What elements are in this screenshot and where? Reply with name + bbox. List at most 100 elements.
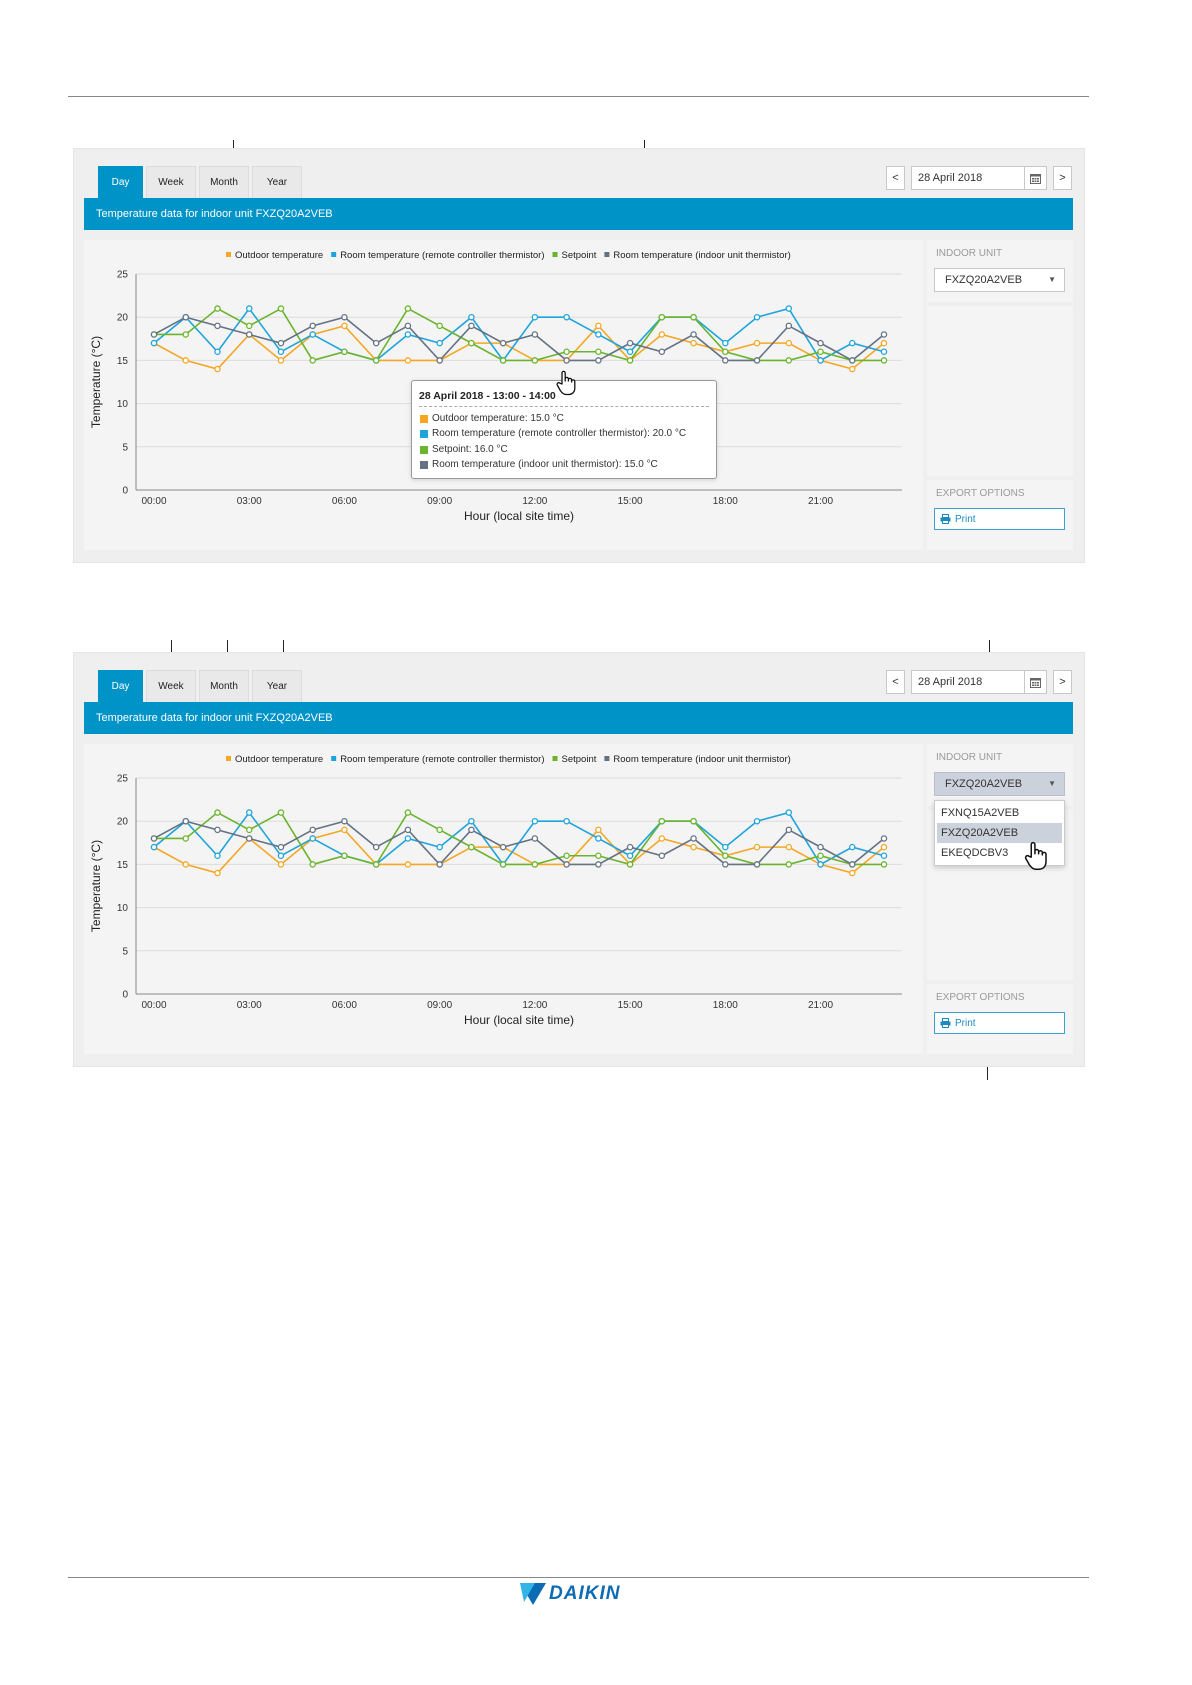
tab-year[interactable]: Year (252, 670, 302, 702)
legend-swatch (552, 252, 558, 257)
data-point (245, 331, 253, 338)
data-point (595, 331, 602, 338)
previous-date-button[interactable]: < (886, 166, 905, 190)
data-point (722, 861, 729, 868)
x-tick-label: 03:00 (237, 1000, 262, 1011)
data-point (277, 843, 285, 851)
data-point (214, 869, 221, 877)
daikin-logo-icon (520, 1583, 546, 1605)
data-point (404, 322, 412, 330)
previous-date-button[interactable]: < (886, 670, 905, 694)
data-point (658, 835, 666, 842)
data-point (849, 869, 856, 877)
x-tick-label: 21:00 (808, 1000, 833, 1011)
data-point (277, 348, 285, 356)
data-point (436, 357, 443, 364)
data-point (404, 835, 412, 842)
legend-swatch (226, 756, 231, 761)
data-point (817, 339, 824, 347)
data-point (404, 809, 412, 816)
tab-week[interactable]: Week (146, 670, 196, 702)
calendar-icon[interactable] (1024, 167, 1046, 189)
data-point (626, 357, 634, 364)
data-point (785, 861, 793, 868)
calendar-icon[interactable] (1024, 671, 1046, 693)
legend-swatch (604, 756, 610, 761)
dropdown-option-ekeqdcbv3[interactable]: EKEQDCBV3 (941, 847, 1009, 859)
indoor-unit-select[interactable]: FXZQ20A2VEB ▼ (934, 268, 1065, 292)
data-point (309, 826, 316, 834)
y-tick-label: 0 (122, 486, 128, 497)
indoor-unit-title: INDOOR UNIT (936, 248, 1003, 259)
data-point (658, 331, 666, 338)
data-point (849, 843, 856, 851)
data-point (849, 357, 856, 364)
tab-month[interactable]: Month (199, 670, 249, 702)
date-input[interactable] (912, 671, 1024, 693)
data-point (531, 331, 539, 338)
data-point (531, 835, 539, 842)
tooltip-line: Room temperature (remote controller ther… (420, 428, 686, 439)
chart-legend: Outdoor temperature Room temperature (rem… (226, 754, 791, 765)
data-point (563, 817, 570, 825)
indoor-unit-select[interactable]: FXZQ20A2VEB ▼ (934, 772, 1065, 796)
data-point (214, 305, 221, 312)
data-point (722, 348, 729, 356)
data-point (404, 357, 412, 364)
data-point (341, 313, 348, 321)
indoor-unit-section: INDOOR UNIT FXZQ20A2VEB ▼ (927, 240, 1073, 302)
data-point (595, 852, 602, 860)
data-point (658, 348, 666, 356)
x-axis-label: Hour (local site time) (464, 509, 574, 523)
data-point (722, 852, 729, 860)
y-tick-label: 5 (122, 946, 128, 957)
print-label: Print (955, 1017, 976, 1029)
export-options-section: EXPORT OPTIONS Print (927, 480, 1073, 550)
data-point (404, 331, 412, 338)
data-point (436, 826, 443, 834)
side-blank-section (927, 306, 1073, 476)
indoor-unit-value: FXZQ20A2VEB (945, 778, 1023, 790)
y-tick-label: 25 (117, 270, 129, 281)
print-button[interactable]: Print (934, 508, 1065, 530)
data-point (182, 817, 189, 825)
data-point (785, 843, 793, 851)
data-point (341, 852, 348, 860)
x-tick-label: 21:00 (808, 496, 833, 507)
data-point (626, 861, 634, 868)
data-point (214, 365, 221, 373)
series-line (153, 316, 885, 362)
x-tick-label: 00:00 (141, 1000, 166, 1011)
x-tick-label: 12:00 (522, 1000, 547, 1011)
data-point (563, 852, 570, 860)
data-point (880, 843, 888, 851)
tab-week[interactable]: Week (146, 166, 196, 198)
data-point (404, 305, 412, 312)
data-point (690, 313, 697, 321)
data-point (436, 322, 443, 330)
tab-day[interactable]: Day (98, 670, 143, 702)
tab-day[interactable]: Day (98, 166, 143, 198)
data-point (277, 339, 285, 347)
temperature-chart: 0 5 10 15 20 25 00:00 03:00 06:00 09:00 12:00 15:00… (84, 744, 923, 1054)
data-point (817, 852, 824, 860)
y-tick-label: 15 (117, 860, 129, 871)
data-point (785, 826, 793, 834)
dropdown-option-fxzq20a2veb[interactable]: FXZQ20A2VEB (937, 823, 1062, 843)
print-button[interactable]: Print (934, 1012, 1065, 1034)
tab-year[interactable]: Year (252, 166, 302, 198)
date-input[interactable] (912, 167, 1024, 189)
data-point (722, 357, 729, 364)
next-date-button[interactable]: > (1053, 670, 1072, 694)
next-date-button[interactable]: > (1053, 166, 1072, 190)
data-point (785, 305, 793, 312)
tab-month[interactable]: Month (199, 166, 249, 198)
header-rule (68, 96, 1089, 97)
date-navigator: < > (886, 670, 1072, 694)
data-point (880, 339, 888, 347)
dropdown-option-fxnq15a2veb[interactable]: FXNQ15A2VEB (941, 807, 1020, 819)
series-line (153, 820, 885, 866)
data-point (595, 861, 602, 868)
data-point (341, 322, 348, 330)
data-point (277, 305, 285, 312)
